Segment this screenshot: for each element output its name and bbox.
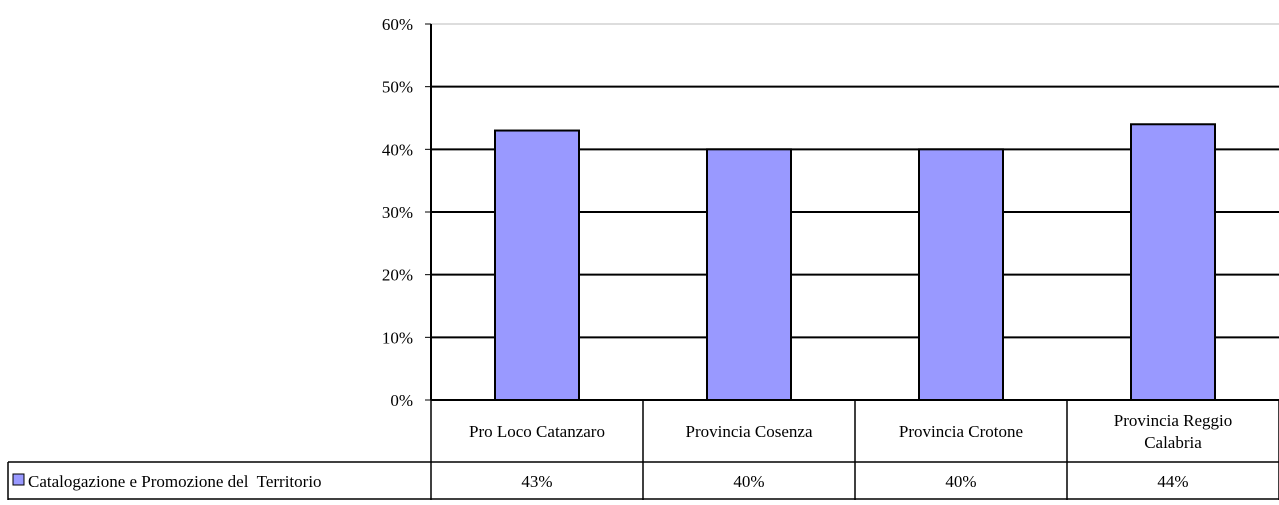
x-tick-label: Calabria <box>1144 433 1202 452</box>
y-tick-label: 50% <box>382 78 413 97</box>
y-tick-label: 0% <box>390 391 413 410</box>
y-tick-label: 40% <box>382 140 413 159</box>
data-label: 44% <box>1157 472 1188 491</box>
x-tick-label: Provincia Cosenza <box>686 422 813 441</box>
x-tick-label: Pro Loco Catanzaro <box>469 422 605 441</box>
x-tick-label: Provincia Reggio <box>1114 411 1233 430</box>
bar <box>706 148 792 401</box>
bar <box>1130 123 1216 402</box>
data-label: 40% <box>733 472 764 491</box>
y-tick-label: 10% <box>382 328 413 347</box>
x-tick-label: Provincia Crotone <box>899 422 1023 441</box>
legend-label: Catalogazione e Promozione del Territori… <box>28 472 322 491</box>
legend-swatch <box>12 473 25 486</box>
bars <box>494 123 1216 402</box>
y-tick-label: 60% <box>382 15 413 34</box>
y-tick-label: 30% <box>382 203 413 222</box>
data-label: 40% <box>945 472 976 491</box>
bar <box>918 148 1004 401</box>
bar <box>494 129 580 402</box>
data-table: Pro Loco Catanzaro Provincia Cosenza Provi… <box>7 400 1279 500</box>
data-label: 43% <box>521 472 552 491</box>
y-tick-label: 20% <box>382 266 413 285</box>
